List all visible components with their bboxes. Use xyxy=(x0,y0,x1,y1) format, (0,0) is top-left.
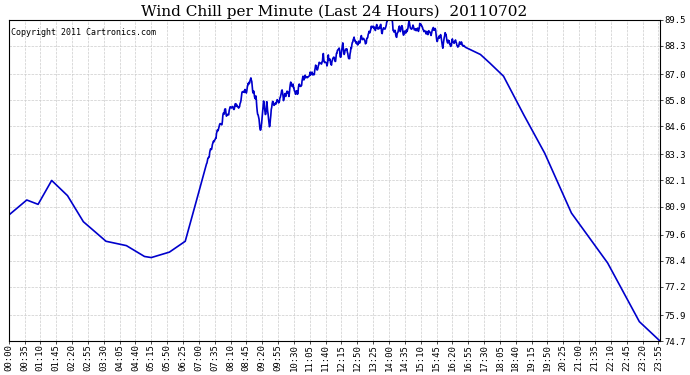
Text: Copyright 2011 Cartronics.com: Copyright 2011 Cartronics.com xyxy=(10,28,156,37)
Title: Wind Chill per Minute (Last 24 Hours)  20110702: Wind Chill per Minute (Last 24 Hours) 20… xyxy=(141,4,528,18)
